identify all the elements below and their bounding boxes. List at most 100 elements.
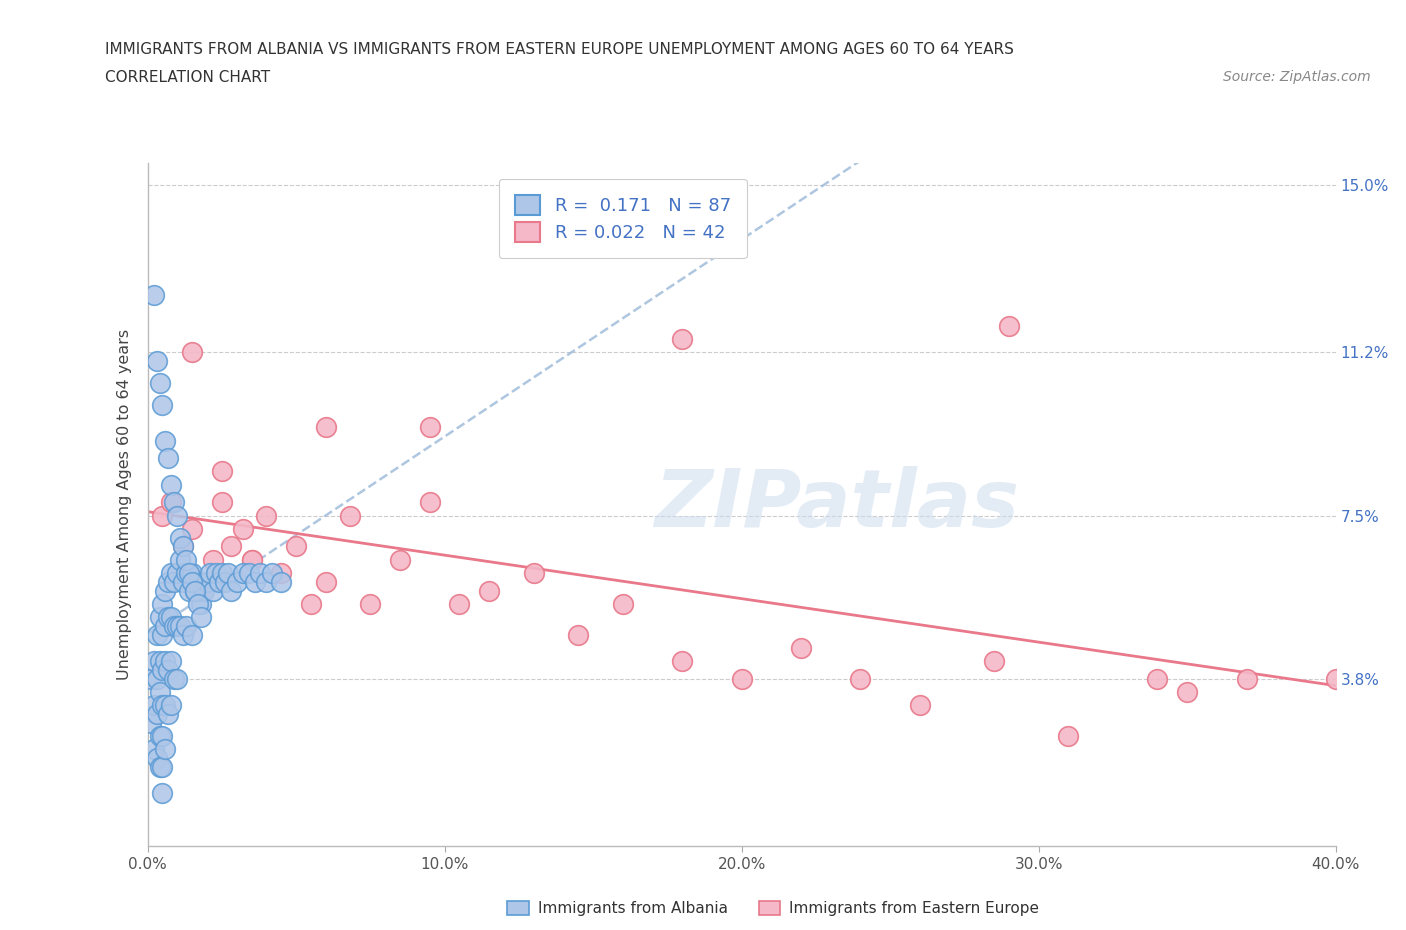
Point [187, 574, 209, 589]
Point [612, 596, 634, 611]
Point [211, 565, 233, 580]
Point [152, 627, 174, 642]
Point [152, 398, 174, 413]
Point [181, 627, 204, 642]
Point [181, 345, 204, 360]
Point [179, 583, 201, 598]
Point [1146, 671, 1168, 686]
Point [157, 662, 180, 677]
Point [299, 596, 322, 611]
Point [217, 565, 239, 580]
Point [181, 522, 204, 537]
Point [190, 583, 212, 598]
Legend: Immigrants from Albania, Immigrants from Eastern Europe: Immigrants from Albania, Immigrants from… [502, 895, 1045, 923]
Y-axis label: Unemployment Among Ages 60 to 64 years: Unemployment Among Ages 60 to 64 years [117, 329, 132, 680]
Point [205, 565, 228, 580]
Point [671, 332, 693, 347]
Point [152, 698, 174, 712]
Point [184, 583, 207, 598]
Point [201, 583, 224, 598]
Point [249, 565, 271, 580]
Point [187, 596, 209, 611]
Point [232, 522, 254, 537]
Point [169, 530, 191, 545]
Point [523, 565, 546, 580]
Point [148, 609, 170, 624]
Point [1324, 671, 1347, 686]
Point [148, 760, 170, 775]
Point [478, 583, 501, 598]
Point [238, 565, 260, 580]
Point [155, 583, 177, 598]
Point [142, 742, 165, 757]
Point [157, 707, 180, 722]
Point [849, 671, 872, 686]
Point [155, 742, 177, 757]
Point [152, 508, 174, 523]
Point [181, 574, 204, 589]
Point [174, 552, 197, 567]
Point [166, 508, 188, 523]
Point [163, 671, 186, 686]
Point [1175, 684, 1198, 699]
Point [160, 654, 183, 669]
Point [174, 565, 197, 580]
Point [983, 654, 1005, 669]
Point [389, 552, 412, 567]
Point [181, 565, 204, 580]
Point [163, 574, 186, 589]
Point [315, 574, 337, 589]
Point [184, 583, 207, 598]
Point [148, 684, 170, 699]
Point [790, 641, 813, 656]
Point [339, 508, 361, 523]
Point [285, 539, 308, 554]
Point [157, 451, 180, 466]
Point [208, 574, 231, 589]
Point [145, 671, 167, 686]
Point [179, 565, 201, 580]
Point [262, 565, 284, 580]
Point [148, 654, 170, 669]
Point [1236, 671, 1258, 686]
Point [671, 654, 693, 669]
Point [214, 574, 236, 589]
Point [243, 574, 266, 589]
Legend: R =  0.171   N = 87, R = 0.022   N = 42: R = 0.171 N = 87, R = 0.022 N = 42 [499, 179, 747, 259]
Text: ZIPatlas: ZIPatlas [654, 466, 1019, 543]
Text: IMMIGRANTS FROM ALBANIA VS IMMIGRANTS FROM EASTERN EUROPE UNEMPLOYMENT AMONG AGE: IMMIGRANTS FROM ALBANIA VS IMMIGRANTS FR… [105, 42, 1014, 57]
Point [152, 786, 174, 801]
Point [160, 609, 183, 624]
Point [193, 583, 215, 598]
Point [195, 574, 218, 589]
Point [155, 698, 177, 712]
Point [908, 698, 931, 712]
Point [270, 574, 292, 589]
Point [172, 539, 194, 554]
Point [172, 574, 194, 589]
Point [270, 565, 292, 580]
Point [240, 552, 263, 567]
Point [219, 539, 242, 554]
Point [160, 495, 183, 510]
Point [152, 662, 174, 677]
Point [190, 596, 212, 611]
Point [145, 751, 167, 765]
Point [240, 552, 263, 567]
Point [201, 552, 224, 567]
Point [152, 760, 174, 775]
Point [449, 596, 471, 611]
Point [169, 552, 191, 567]
Point [256, 574, 278, 589]
Point [155, 433, 177, 448]
Text: Source: ZipAtlas.com: Source: ZipAtlas.com [1223, 70, 1371, 84]
Point [256, 508, 278, 523]
Point [160, 477, 183, 492]
Point [163, 618, 186, 633]
Point [155, 618, 177, 633]
Point [145, 707, 167, 722]
Point [211, 495, 233, 510]
Point [219, 583, 242, 598]
Point [163, 495, 186, 510]
Point [160, 698, 183, 712]
